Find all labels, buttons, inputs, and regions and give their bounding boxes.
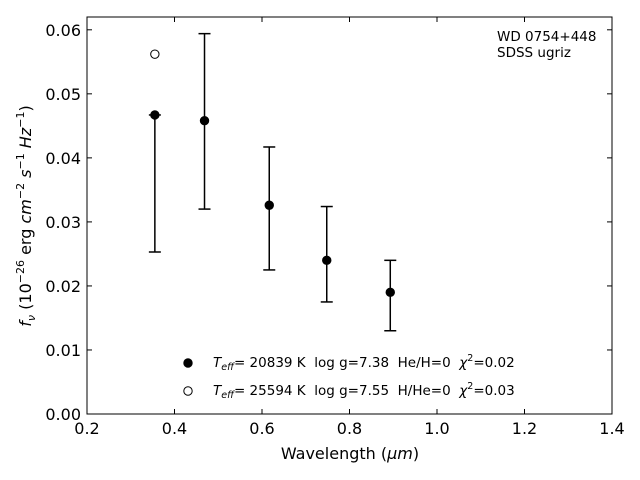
y-tick-label: 0.05 (45, 85, 81, 104)
data-points (150, 49, 395, 298)
y-tick-label: 0.06 (45, 21, 81, 40)
annotation-line-1: WD 0754+448 (497, 29, 596, 45)
legend-marker-open (183, 386, 193, 396)
model-point-filled (385, 287, 395, 298)
model-point-filled (264, 200, 274, 210)
model-point-open (150, 49, 160, 59)
plot-area (86, 16, 613, 415)
y-tick-label: 0.04 (45, 149, 81, 168)
x-tick-label: 0.8 (337, 419, 362, 438)
legend-entry-2: Teff= 25594 K log g=7.55 H/He=0 χ2=0.03 (213, 381, 515, 401)
x-tick-label: 1.0 (424, 419, 449, 438)
x-axis-label: Wavelength (μm) (281, 444, 419, 463)
y-tick-label: 0.03 (45, 213, 81, 232)
y-tick-label: 0.00 (45, 405, 81, 424)
y-tick-label: 0.01 (45, 341, 81, 360)
x-tick-label: 1.2 (512, 419, 537, 438)
model-point-filled (199, 116, 210, 126)
annotation-line-2: SDSS ugriz (497, 45, 571, 61)
x-tick-label: 1.4 (599, 419, 624, 438)
x-tick-label: 0.4 (162, 419, 187, 438)
x-tick-label: 0.6 (249, 419, 274, 438)
model-point-filled (150, 110, 160, 120)
y-tick-label: 0.02 (45, 277, 81, 296)
legend: Teff= 20839 K log g=7.38 He/H=0 χ2=0.02 … (183, 353, 515, 401)
legend-marker-filled (183, 358, 193, 368)
axis-ticks: 0.2 0.4 0.6 0.8 1.0 1.2 1.4 0.00 0.01 0.02 0.03 0.0… (45, 17, 625, 438)
y-axis-label: fν (10−26 erg cm−2 s−1 Hz−1) (14, 105, 38, 326)
model-point-filled (322, 255, 332, 266)
legend-entry-1: Teff= 20839 K log g=7.38 He/H=0 χ2=0.02 (213, 353, 515, 373)
x-tick-label: 0.2 (74, 419, 99, 438)
